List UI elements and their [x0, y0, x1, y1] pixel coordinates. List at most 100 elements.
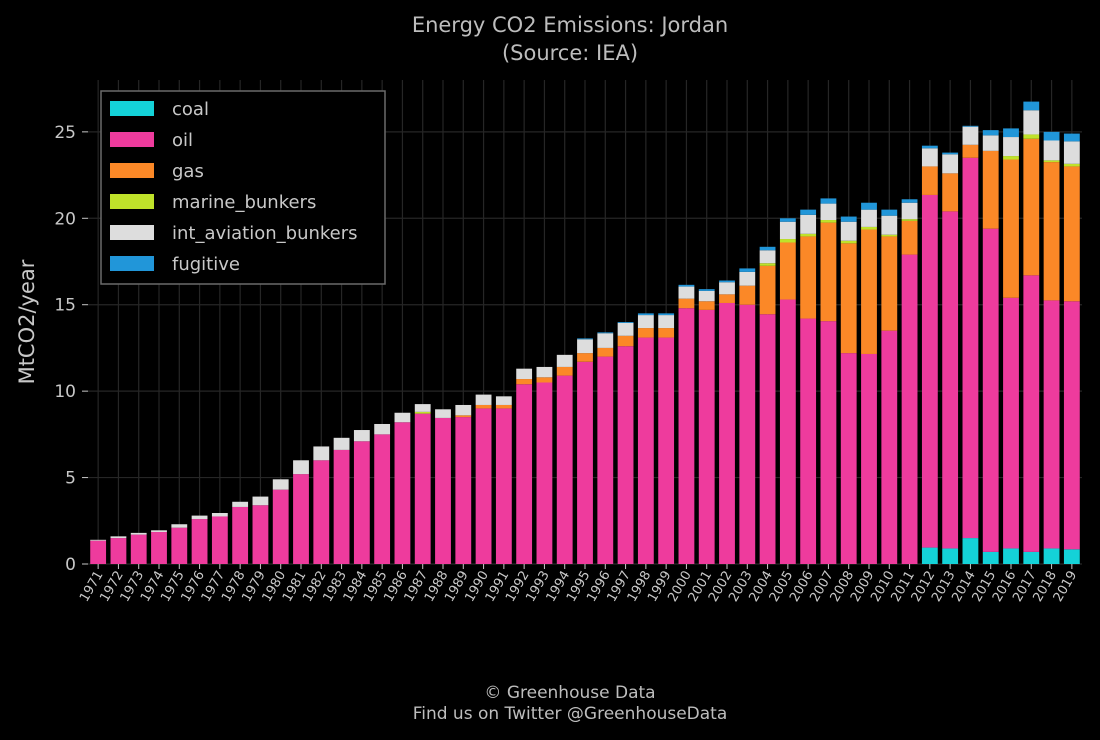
bar-oil-1978 — [232, 506, 249, 564]
bar-gas-2019 — [1063, 166, 1080, 302]
bar-coal-2014 — [962, 538, 979, 564]
bar-marine_bunkers-2006 — [800, 233, 817, 237]
bar-coal-2018 — [1043, 548, 1060, 564]
bar-int_aviation_bunkers-2008 — [840, 221, 857, 241]
bar-int_aviation_bunkers-2012 — [921, 148, 938, 167]
bar-gas-1992 — [516, 379, 533, 385]
bar-oil-2008 — [840, 353, 857, 564]
bar-int_aviation_bunkers-1975 — [171, 524, 188, 528]
bar-int_aviation_bunkers-1982 — [313, 446, 330, 461]
bar-int_aviation_bunkers-2015 — [982, 135, 999, 151]
bar-int_aviation_bunkers-2014 — [962, 126, 979, 145]
bar-gas-2002 — [719, 294, 735, 303]
bar-oil-1980 — [272, 489, 289, 564]
bar-fugitive-2012 — [921, 145, 938, 149]
bar-fugitive-2000 — [678, 284, 695, 287]
bar-int_aviation_bunkers-1992 — [516, 368, 533, 380]
bar-gas-2014 — [962, 144, 979, 158]
bar-int_aviation_bunkers-1974 — [151, 530, 167, 533]
bar-oil-1999 — [658, 337, 675, 564]
bar-int_aviation_bunkers-1984 — [353, 430, 370, 442]
bar-marine_bunkers-2009 — [861, 226, 877, 230]
bar-int_aviation_bunkers-1995 — [577, 339, 593, 354]
bar-fugitive-2002 — [719, 280, 735, 283]
bar-fugitive-2005 — [779, 218, 796, 222]
bar-oil-2014 — [962, 157, 979, 539]
bar-int_aviation_bunkers-2001 — [698, 290, 715, 302]
bar-oil-1975 — [171, 527, 188, 564]
bar-int_aviation_bunkers-2017 — [1023, 110, 1040, 135]
legend-swatch-coal — [110, 101, 154, 116]
bar-int_aviation_bunkers-2000 — [678, 286, 695, 299]
bar-fugitive-2019 — [1063, 133, 1080, 142]
bar-oil-1998 — [637, 337, 654, 564]
bar-marine_bunkers-2005 — [779, 239, 796, 243]
bar-oil-1995 — [577, 361, 593, 564]
bar-oil-1994 — [556, 375, 573, 564]
bar-oil-2010 — [881, 330, 898, 564]
bar-oil-1981 — [293, 474, 309, 564]
bar-int_aviation_bunkers-2016 — [1003, 137, 1019, 157]
bar-marine_bunkers-2016 — [1003, 156, 1019, 160]
bar-int_aviation_bunkers-1977 — [211, 513, 228, 517]
bar-fugitive-2013 — [942, 152, 959, 155]
bar-oil-1977 — [211, 516, 228, 564]
bar-fugitive-1998 — [637, 313, 654, 316]
bar-oil-1984 — [353, 441, 370, 564]
legend-label-gas: gas — [172, 161, 204, 182]
bar-int_aviation_bunkers-1983 — [333, 437, 350, 450]
bar-oil-1974 — [151, 532, 167, 564]
bar-oil-1992 — [516, 384, 533, 564]
bar-fugitive-2008 — [840, 216, 857, 222]
bar-gas-2011 — [901, 220, 918, 255]
bar-gas-2008 — [840, 243, 857, 354]
legend-swatch-fugitive — [110, 256, 154, 271]
bar-oil-2009 — [861, 353, 877, 564]
bar-oil-1979 — [252, 505, 269, 564]
y-tick-label: 0 — [65, 555, 76, 575]
bar-marine_bunkers-2019 — [1063, 163, 1080, 167]
bar-fugitive-2011 — [901, 199, 918, 203]
bar-fugitive-1999 — [658, 313, 675, 316]
legend-label-coal: coal — [172, 99, 209, 120]
bar-oil-1996 — [597, 356, 614, 564]
legend: coal oil gas marine_bunkers int_aviation_bun… — [100, 90, 386, 285]
legend-box — [100, 90, 386, 285]
bar-gas-2003 — [739, 285, 756, 305]
legend-swatch-marine_bunkers — [110, 194, 154, 209]
y-tick-label: 15 — [54, 296, 76, 316]
bar-int_aviation_bunkers-2010 — [881, 215, 898, 235]
bar-gas-1989 — [455, 415, 472, 418]
bar-int_aviation_bunkers-1991 — [495, 396, 512, 405]
bar-int_aviation_bunkers-1996 — [597, 333, 614, 348]
bar-fugitive-1996 — [597, 332, 614, 334]
bar-gas-2001 — [698, 301, 715, 310]
legend-label-marine_bunkers: marine_bunkers — [172, 192, 316, 213]
bar-gas-2000 — [678, 298, 695, 309]
bar-fugitive-2017 — [1023, 101, 1040, 111]
bar-int_aviation_bunkers-1994 — [556, 354, 573, 367]
bar-coal-2012 — [921, 547, 938, 564]
legend-label-oil: oil — [172, 130, 193, 151]
bar-gas-1993 — [536, 377, 553, 383]
bar-fugitive-2009 — [861, 202, 877, 210]
bar-fugitive-2004 — [759, 246, 776, 251]
bar-oil-2013 — [942, 211, 959, 549]
bar-marine_bunkers-2004 — [759, 263, 776, 266]
bar-oil-2005 — [779, 299, 796, 564]
bar-oil-1989 — [455, 417, 472, 564]
bar-int_aviation_bunkers-2005 — [779, 221, 796, 240]
bar-coal-2015 — [982, 551, 999, 564]
bar-gas-2009 — [861, 229, 877, 354]
bar-marine_bunkers-1987 — [414, 411, 431, 414]
bar-int_aviation_bunkers-2009 — [861, 209, 877, 227]
bar-oil-1982 — [313, 460, 330, 564]
bar-fugitive-2014 — [962, 125, 979, 127]
bar-marine_bunkers-2011 — [901, 219, 918, 221]
bar-oil-1976 — [191, 519, 208, 564]
bar-int_aviation_bunkers-1971 — [90, 539, 107, 541]
bar-marine_bunkers-2007 — [820, 220, 837, 223]
bar-marine_bunkers-2008 — [840, 240, 857, 244]
bar-fugitive-2007 — [820, 198, 837, 204]
bar-fugitive-1995 — [577, 338, 593, 340]
